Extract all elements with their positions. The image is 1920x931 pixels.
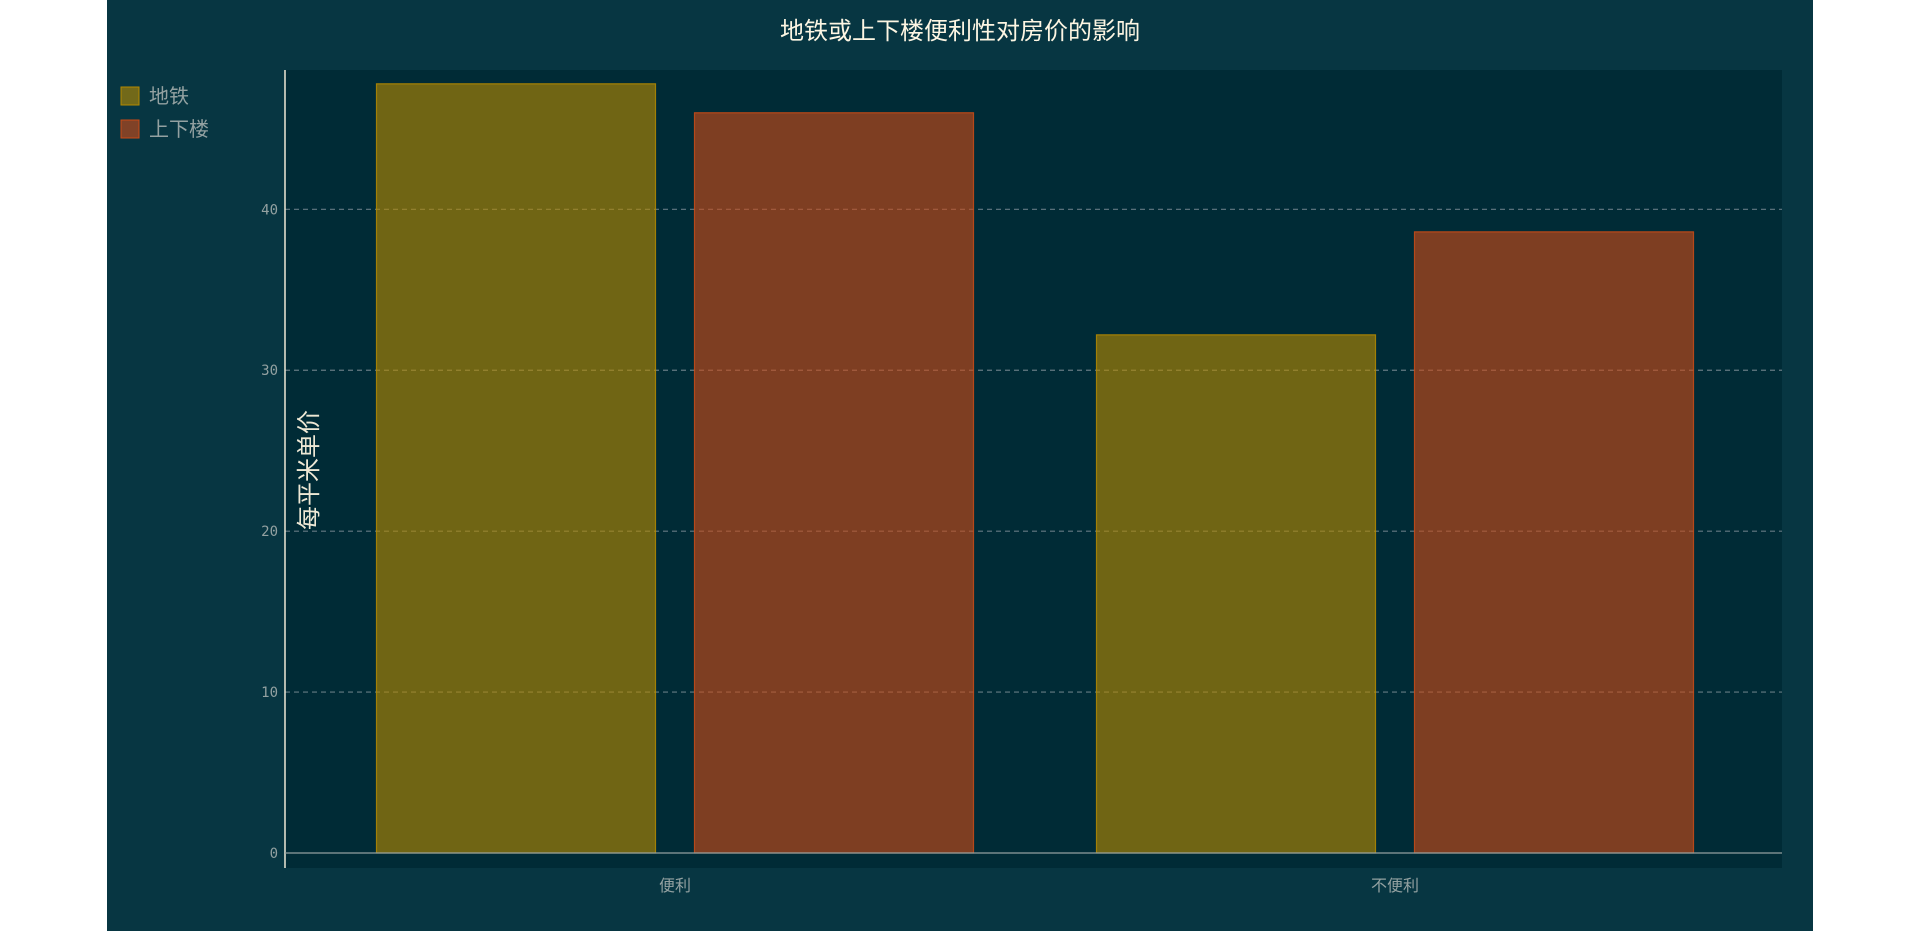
bar-地铁-不便利[interactable] xyxy=(1095,334,1377,854)
bars xyxy=(375,83,1695,854)
x-tick-labels: 便利 不便利 xyxy=(659,876,1419,895)
y-axis-label: 每平米单价 xyxy=(295,410,323,530)
legend-label: 地铁 xyxy=(149,84,189,108)
chart-title: 地铁或上下楼便利性对房价的影响 xyxy=(780,17,1140,45)
y-tick-label: 40 xyxy=(261,202,278,218)
y-tick-label: 0 xyxy=(270,846,278,862)
x-tick-label: 不便利 xyxy=(1371,876,1419,895)
y-tick-label: 30 xyxy=(261,363,278,379)
y-tick-label: 10 xyxy=(261,685,278,701)
legend-label: 上下楼 xyxy=(149,117,209,141)
bar-上下楼-不便利[interactable] xyxy=(1413,231,1695,854)
bar-chart: 0 10 20 30 40 便利 不便利 地铁或上下楼便利性对房价的影响 每平米单价 地铁… xyxy=(120,17,1782,895)
legend-item-上下楼[interactable]: 上下楼 xyxy=(120,117,209,141)
bar-地铁-便利[interactable] xyxy=(375,83,657,854)
x-tick-label: 便利 xyxy=(659,876,691,895)
bar-上下楼-便利[interactable] xyxy=(693,112,975,854)
legend-swatch xyxy=(120,86,140,106)
chart-container: 0 10 20 30 40 便利 不便利 地铁或上下楼便利性对房价的影响 每平米单价 地铁… xyxy=(107,0,1813,931)
y-tick-label: 20 xyxy=(261,524,278,540)
legend-swatch xyxy=(120,119,140,139)
y-tick-labels: 0 10 20 30 40 xyxy=(261,202,278,862)
legend-item-地铁[interactable]: 地铁 xyxy=(120,84,189,108)
grid-lines xyxy=(285,208,1782,693)
